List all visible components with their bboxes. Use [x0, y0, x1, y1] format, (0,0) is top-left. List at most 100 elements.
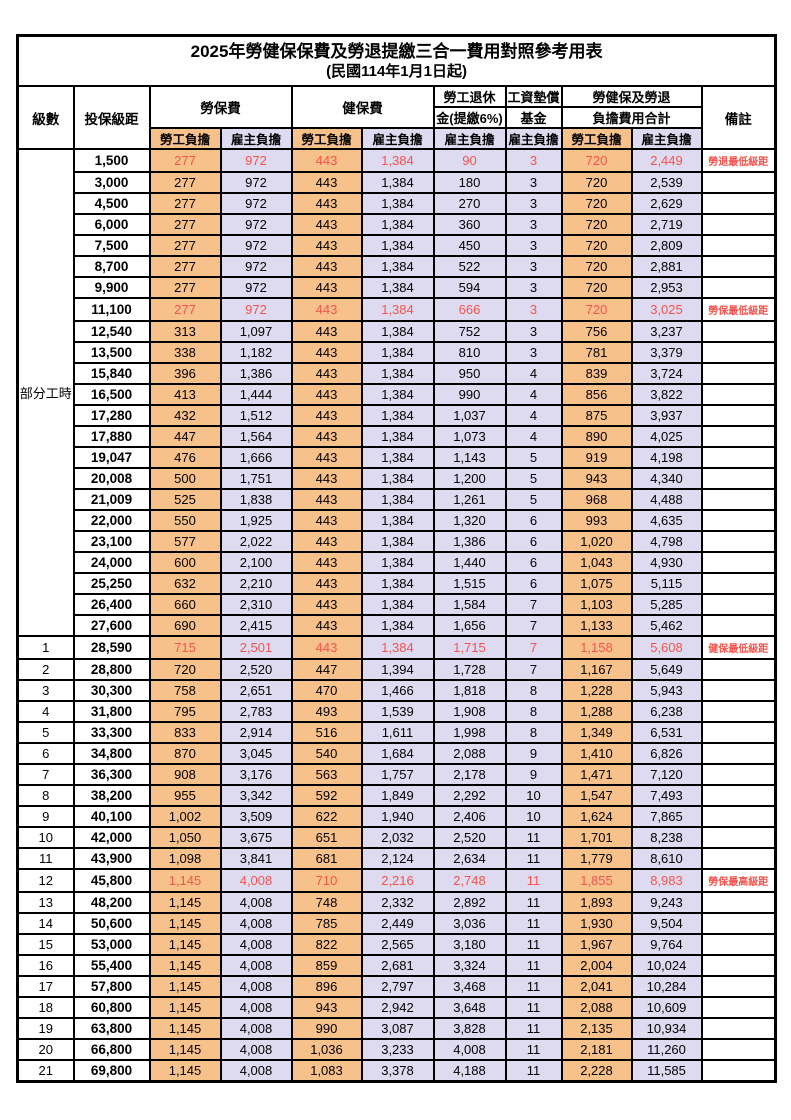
wage-fund-employer-cell: 10 — [504, 784, 563, 807]
wage-fund-employer-cell: 5 — [504, 467, 563, 490]
pension-employer-cell: 1,998 — [432, 721, 507, 744]
pension-employer-cell: 1,037 — [432, 404, 507, 427]
remark-cell — [700, 679, 777, 702]
pension-employer-cell: 1,728 — [432, 658, 507, 681]
health-ins-employer-cell: 1,384 — [360, 213, 435, 236]
labor-ins-employee-cell: 525 — [148, 488, 222, 511]
table-row: 3,000 277 972 443 1,384 180 3 720 2,539 — [18, 171, 777, 194]
health-ins-employee-cell: 563 — [290, 763, 363, 786]
wage-fund-employer-cell: 11 — [504, 847, 563, 870]
wage-fund-employer-cell: 11 — [504, 1059, 563, 1083]
remark-cell — [700, 826, 777, 849]
table-row: 15 53,000 1,145 4,008 822 2,565 3,180 11 1,967 9,… — [16, 933, 777, 956]
table-row: 8 38,200 955 3,342 592 1,849 2,292 10 1,547 7,493 — [16, 784, 777, 807]
bracket-cell: 26,400 — [72, 593, 151, 616]
total-employer-cell: 5,608 — [630, 635, 703, 660]
health-ins-employee-cell: 990 — [290, 1017, 363, 1040]
bracket-cell: 57,800 — [72, 975, 151, 998]
wage-fund-employer-cell: 3 — [504, 297, 563, 322]
health-ins-employee-cell: 443 — [290, 276, 363, 299]
total-employer-cell: 3,025 — [630, 297, 703, 322]
labor-ins-employee-cell: 476 — [148, 446, 222, 469]
wage-fund-employer-cell: 6 — [504, 509, 563, 532]
labor-ins-employee-cell: 1,145 — [148, 975, 222, 998]
health-ins-employer-cell: 1,384 — [360, 530, 435, 553]
health-ins-employee-cell: 443 — [290, 255, 363, 278]
total-employer-cell: 4,488 — [630, 488, 703, 511]
remark-cell — [700, 954, 777, 977]
remark-cell — [700, 192, 777, 215]
labor-ins-employee-cell: 660 — [148, 593, 222, 616]
total-employee-cell: 2,088 — [560, 996, 633, 1019]
wage-fund-employer-cell: 11 — [504, 868, 563, 893]
col-header-pension-line1: 勞工退休 — [432, 85, 507, 108]
total-employee-cell: 1,779 — [560, 847, 633, 870]
remark-cell — [700, 362, 777, 385]
total-employee-cell: 1,103 — [560, 593, 633, 616]
table-row: 3 30,300 758 2,651 470 1,466 1,818 8 1,228 5,943 — [16, 679, 777, 702]
table-row: 17 57,800 1,145 4,008 896 2,797 3,468 11 2,041 10… — [16, 975, 777, 998]
health-ins-employee-cell: 443 — [290, 234, 363, 257]
total-employee-cell: 2,135 — [560, 1017, 633, 1040]
table-row: 16 55,400 1,145 4,008 859 2,681 3,324 11 2,004 10… — [16, 954, 777, 977]
level-cell: 9 — [16, 805, 75, 828]
table-row: 25,250 632 2,210 443 1,384 1,515 6 1,075 5,115 — [18, 572, 777, 595]
pension-employer-cell: 3,468 — [432, 975, 507, 998]
table-row: 13,500 338 1,182 443 1,384 810 3 781 3,379 — [18, 341, 777, 364]
total-employee-cell: 720 — [560, 192, 633, 215]
level-cell: 13 — [16, 891, 75, 914]
labor-ins-employer-cell: 1,097 — [219, 320, 293, 343]
wage-fund-employer-cell: 4 — [504, 425, 563, 448]
total-employer-cell: 2,953 — [630, 276, 703, 299]
table-row: 7,500 277 972 443 1,384 450 3 720 2,809 — [18, 234, 777, 257]
health-ins-employee-cell: 443 — [290, 572, 363, 595]
level-cell: 12 — [16, 868, 75, 893]
wage-fund-employer-cell: 8 — [504, 721, 563, 744]
labor-ins-employee-cell: 550 — [148, 509, 222, 532]
table-row: 2 28,800 720 2,520 447 1,394 1,728 7 1,167 5,649 — [16, 658, 777, 681]
labor-ins-employer-cell: 4,008 — [219, 868, 293, 893]
wage-fund-employer-cell: 3 — [504, 234, 563, 257]
wage-fund-employer-cell: 6 — [504, 551, 563, 574]
pension-employer-cell: 1,261 — [432, 488, 507, 511]
health-ins-employer-cell: 1,940 — [360, 805, 435, 828]
labor-ins-employee-cell: 277 — [148, 213, 222, 236]
total-employer-cell: 2,629 — [630, 192, 703, 215]
labor-ins-employee-cell: 1,145 — [148, 868, 222, 893]
pension-employer-cell: 3,036 — [432, 912, 507, 935]
total-employer-cell: 6,826 — [630, 742, 703, 765]
bracket-cell: 66,800 — [72, 1038, 151, 1061]
labor-ins-employee-cell: 690 — [148, 614, 222, 637]
pension-employer-cell: 522 — [432, 255, 507, 278]
total-employer-cell: 6,531 — [630, 721, 703, 744]
title-line2: (民國114年1月1日起) — [326, 63, 467, 81]
pension-employer-cell: 4,008 — [432, 1038, 507, 1061]
remark-cell — [700, 742, 777, 765]
health-ins-employee-cell: 443 — [290, 488, 363, 511]
remark-cell — [700, 1038, 777, 1061]
health-ins-employer-cell: 2,216 — [360, 868, 435, 893]
total-employer-cell: 7,493 — [630, 784, 703, 807]
labor-ins-employee-cell: 1,145 — [148, 1059, 222, 1083]
remark-cell — [700, 551, 777, 574]
pension-employer-cell: 1,908 — [432, 700, 507, 723]
wage-fund-employer-cell: 11 — [504, 912, 563, 935]
health-ins-employee-cell: 443 — [290, 148, 363, 173]
table-row: 9,900 277 972 443 1,384 594 3 720 2,953 — [18, 276, 777, 299]
pension-employer-cell: 594 — [432, 276, 507, 299]
wage-fund-employer-cell: 6 — [504, 530, 563, 553]
total-employee-cell: 1,158 — [560, 635, 633, 660]
pension-employer-cell: 1,320 — [432, 509, 507, 532]
col-header-total-line1: 勞健保及勞退 — [560, 85, 703, 108]
labor-ins-employee-cell: 1,145 — [148, 996, 222, 1019]
bracket-cell: 6,000 — [72, 213, 151, 236]
pension-employer-cell: 1,584 — [432, 593, 507, 616]
labor-ins-employer-cell: 4,008 — [219, 954, 293, 977]
level-cell: 16 — [16, 954, 75, 977]
level-cell: 11 — [16, 847, 75, 870]
total-employee-cell: 856 — [560, 383, 633, 406]
pension-employer-cell: 1,073 — [432, 425, 507, 448]
total-employee-cell: 1,893 — [560, 891, 633, 914]
health-ins-employer-cell: 1,384 — [360, 276, 435, 299]
total-employee-cell: 720 — [560, 255, 633, 278]
